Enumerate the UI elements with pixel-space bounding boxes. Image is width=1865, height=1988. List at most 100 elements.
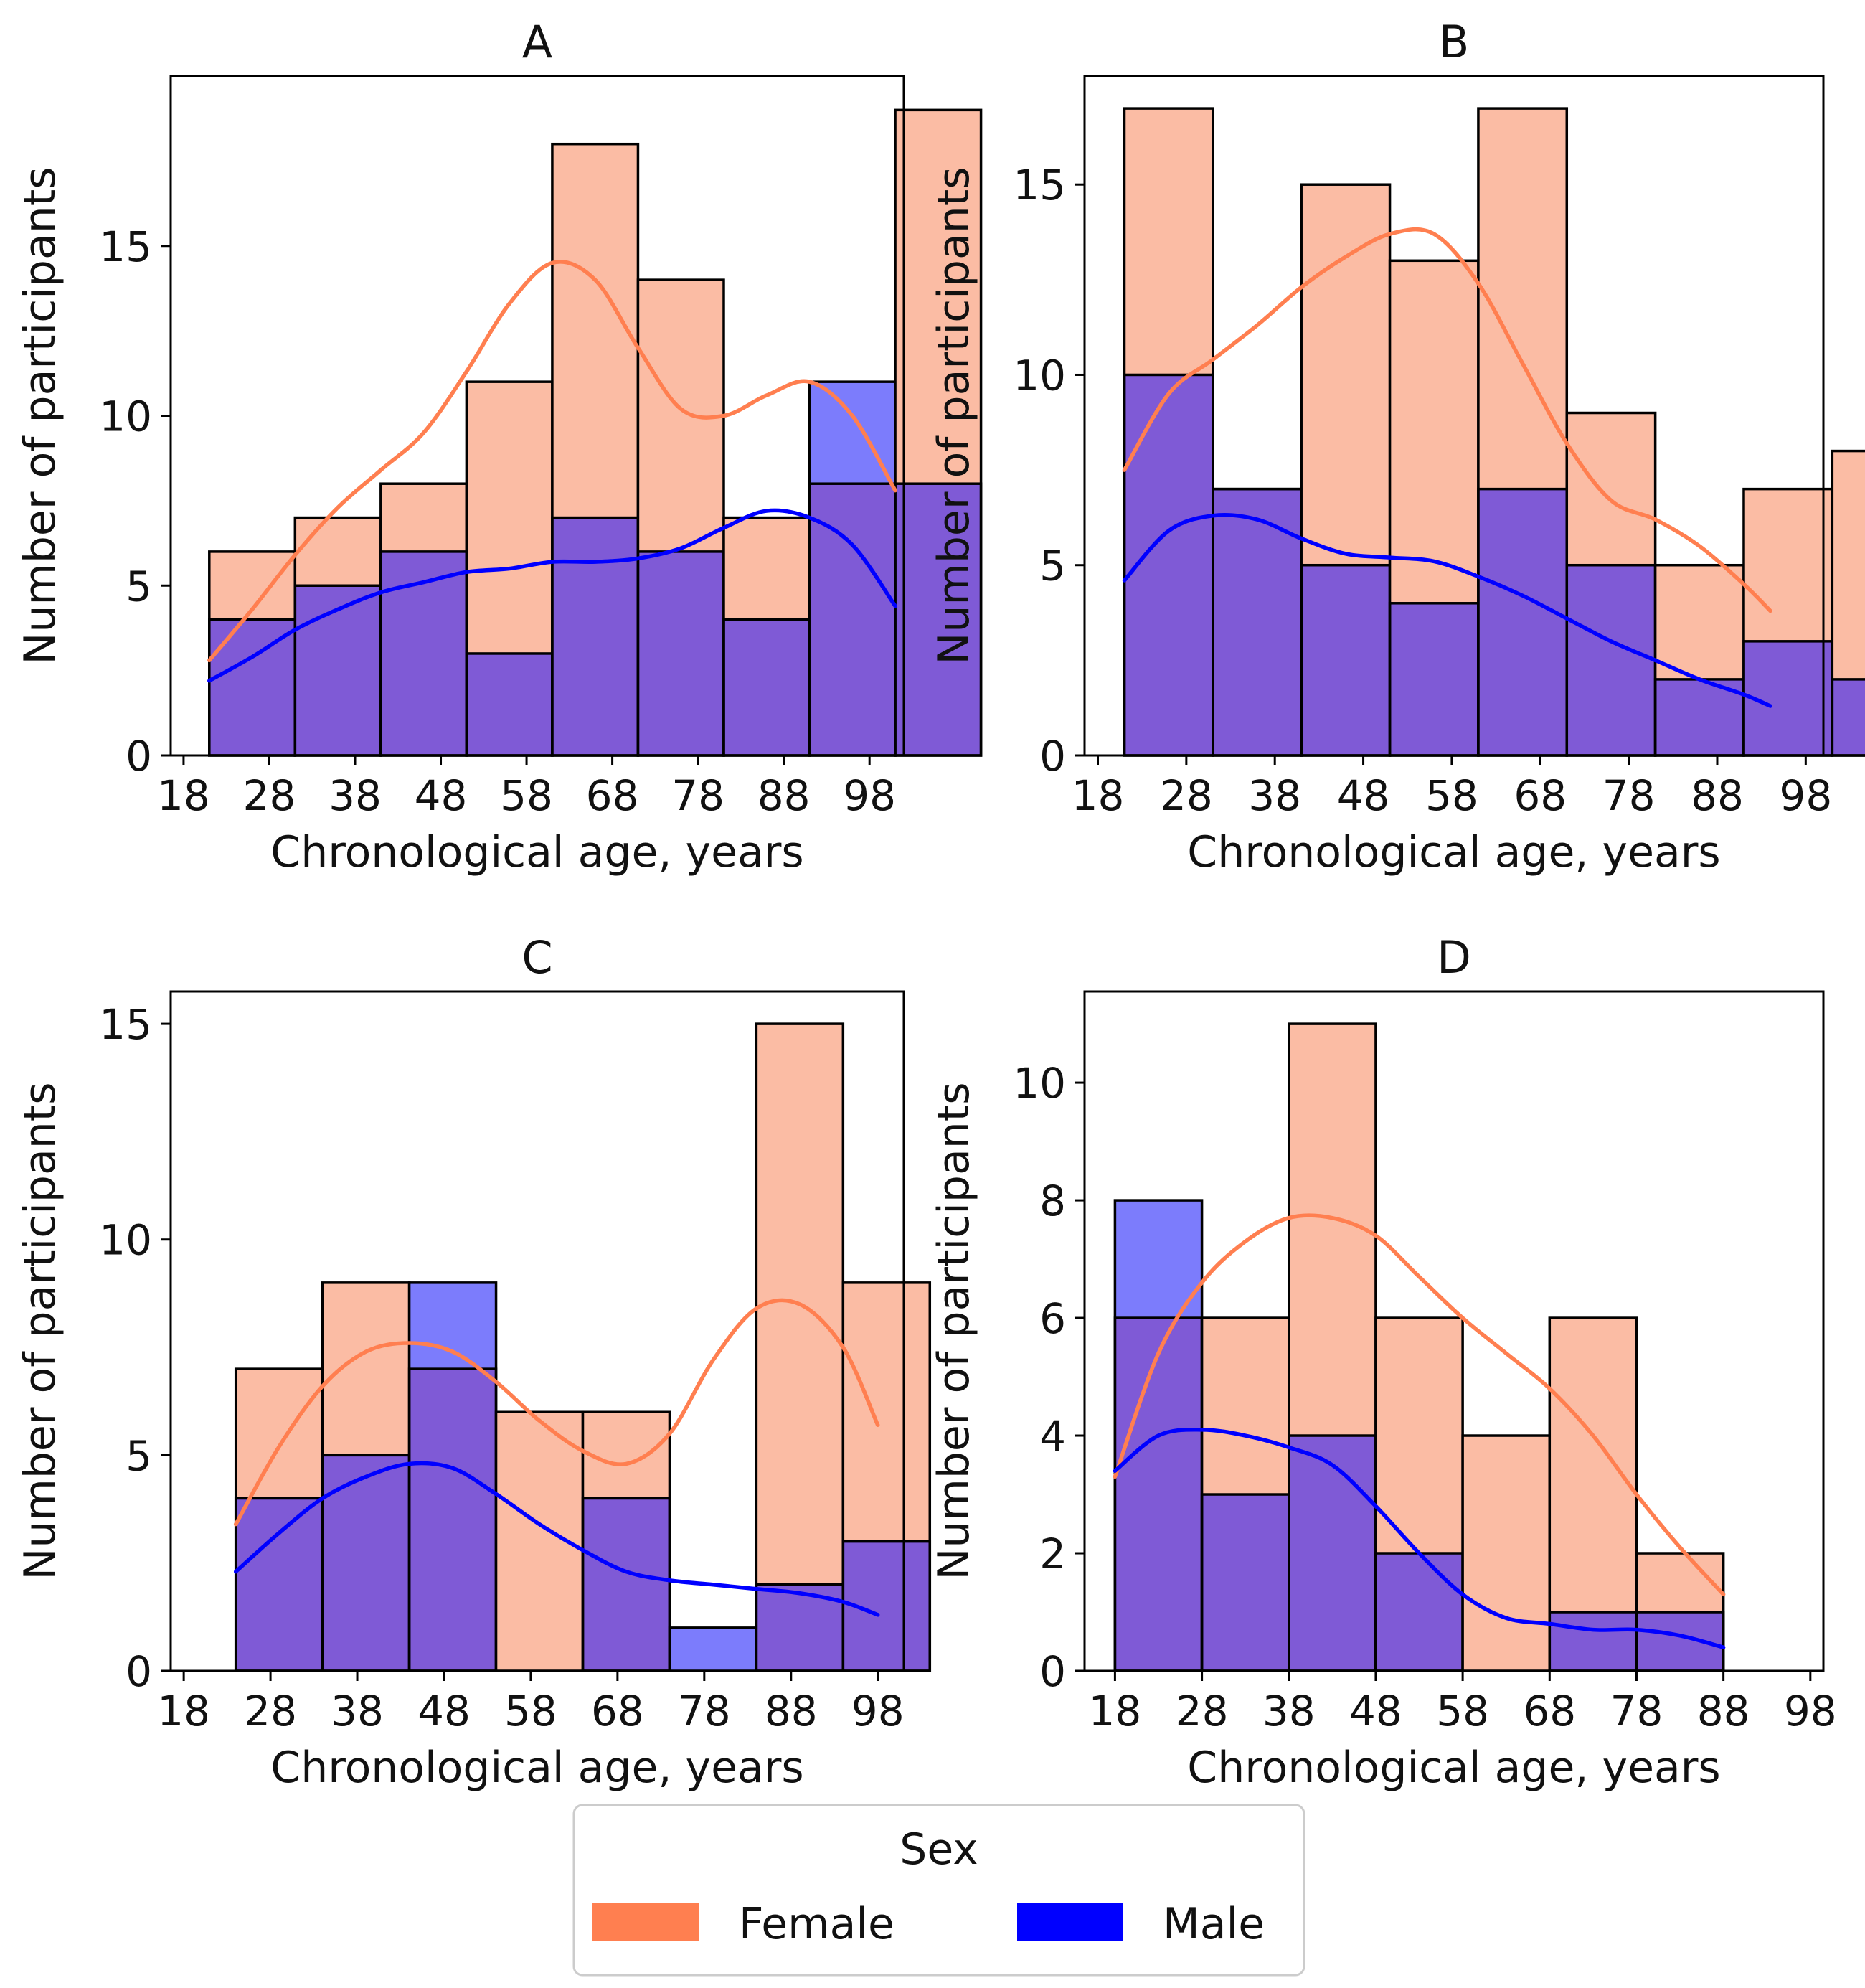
- bar-edge-female-b-8: [1831, 449, 1865, 757]
- bar-overlap-b-4: [1478, 489, 1567, 755]
- bar-overlap-a-4: [552, 517, 638, 755]
- kde-female-c: [233, 1298, 880, 1527]
- x-tick-label-c-3: 48: [417, 1687, 471, 1735]
- bar-overlap-b-1: [1212, 489, 1302, 755]
- panel-title-d: D: [1437, 931, 1471, 984]
- bar-overlap-b-3: [1389, 603, 1478, 755]
- y-tick-label-d-0: 0: [1039, 1647, 1066, 1696]
- bar-overlap-a-2: [380, 551, 467, 755]
- y-tick-label-c-1: 5: [126, 1431, 152, 1480]
- x-tick-label-c-5: 68: [591, 1687, 644, 1735]
- bar-overlap-d-0: [1115, 1318, 1202, 1671]
- bar-overlap-b-5: [1567, 565, 1656, 755]
- bar-overlap-b-6: [1655, 679, 1744, 755]
- x-tick-label-c-6: 78: [678, 1687, 731, 1735]
- bar-female-d-1: [1201, 1318, 1289, 1495]
- bar-female-a-2: [380, 484, 467, 552]
- x-tick-label-c-7: 88: [765, 1687, 818, 1735]
- x-tick-label-a-3: 48: [415, 771, 468, 820]
- y-tick-label-b-3: 15: [1013, 161, 1066, 209]
- y-axis-label-d: Number of participants: [929, 1082, 979, 1580]
- y-tick-label-d-5: 10: [1013, 1059, 1066, 1108]
- x-axis-label-a: Chronological age, years: [270, 827, 803, 877]
- axes-frame-d: [1083, 990, 1825, 1672]
- x-tick-label-a-5: 68: [586, 771, 639, 820]
- bar-female-c-7: [843, 1282, 930, 1542]
- bar-overlap-b-2: [1301, 565, 1390, 755]
- panel-a: 18 28 38 48 58 68 78 88 98 0 5 10 15 Chronological ag…: [15, 16, 983, 877]
- bar-overlap-c-1: [322, 1455, 410, 1671]
- bar-overlap-b-7: [1743, 641, 1833, 755]
- bar-female-b-5: [1567, 413, 1656, 565]
- bar-overlap-c-0: [235, 1498, 323, 1671]
- legend-title: Sex: [900, 1824, 978, 1875]
- x-tick-label-b-3: 48: [1337, 771, 1390, 820]
- bar-edge-male-a-8: [894, 482, 983, 757]
- bar-female-b-7: [1743, 489, 1833, 641]
- bar-female-a-4: [552, 143, 638, 518]
- y-tick-label-d-4: 8: [1039, 1177, 1066, 1225]
- bar-male-c-2: [409, 1282, 496, 1370]
- x-tick-label-a-0: 18: [157, 771, 210, 820]
- bar-overlap-a-8: [895, 484, 981, 755]
- y-tick-label-d-2: 4: [1039, 1412, 1066, 1461]
- x-tick-label-c-0: 18: [157, 1687, 210, 1735]
- bar-overlap-c-4: [582, 1498, 670, 1671]
- y-tick-label-b-0: 0: [1039, 732, 1066, 781]
- bar-female-c-1: [322, 1282, 410, 1456]
- bar-female-c-4: [582, 1412, 670, 1499]
- x-tick-label-a-2: 38: [329, 771, 382, 820]
- panel-title-a: A: [522, 16, 552, 68]
- x-tick-label-d-6: 78: [1610, 1687, 1663, 1735]
- bar-female-d-2: [1288, 1024, 1376, 1436]
- x-tick-label-b-2: 38: [1248, 771, 1301, 820]
- bar-female-b-8: [1832, 451, 1865, 679]
- bar-female-b-0: [1124, 108, 1213, 375]
- x-tick-label-d-5: 68: [1523, 1687, 1576, 1735]
- bar-female-a-6: [723, 517, 810, 620]
- bar-female-b-4: [1478, 108, 1567, 489]
- y-axis-label-c: Number of participants: [15, 1082, 65, 1580]
- x-axis-label-d: Chronological age, years: [1187, 1743, 1720, 1793]
- y-tick-label-b-1: 5: [1039, 542, 1066, 590]
- x-tick-label-c-4: 58: [504, 1687, 557, 1735]
- legend: Sex Female Male: [572, 1804, 1306, 1977]
- kde-female-b: [1122, 227, 1772, 613]
- bar-overlap-a-0: [209, 619, 296, 755]
- x-tick-label-a-4: 58: [500, 771, 553, 820]
- bar-female-d-4: [1463, 1436, 1550, 1671]
- bar-overlap-d-3: [1375, 1553, 1463, 1671]
- panel-b: 18 28 38 48 58 68 78 88 98 0 5 10 15 Chronological ag…: [929, 16, 1865, 877]
- x-tick-label-a-7: 88: [757, 771, 811, 820]
- bar-overlap-d-6: [1636, 1612, 1724, 1671]
- bar-female-d-5: [1549, 1318, 1637, 1613]
- x-tick-label-d-7: 88: [1697, 1687, 1750, 1735]
- bar-male-d-0: [1115, 1200, 1202, 1319]
- y-tick-label-c-0: 0: [126, 1647, 152, 1696]
- y-tick-label-d-1: 2: [1039, 1530, 1066, 1578]
- bar-overlap-d-2: [1288, 1436, 1376, 1671]
- x-tick-label-a-1: 28: [243, 771, 296, 820]
- bar-female-d-6: [1636, 1553, 1724, 1613]
- x-tick-label-d-3: 48: [1349, 1687, 1402, 1735]
- y-tick-label-d-3: 6: [1039, 1294, 1066, 1343]
- bar-female-a-1: [295, 517, 381, 586]
- kde-male-b: [1122, 512, 1772, 708]
- x-tick-label-d-2: 38: [1262, 1687, 1316, 1735]
- bar-overlap-a-3: [466, 653, 552, 755]
- x-tick-label-b-8: 98: [1779, 771, 1832, 820]
- y-tick-label-c-2: 10: [99, 1216, 152, 1265]
- bar-female-a-8: [895, 110, 981, 484]
- bar-male-c-5: [669, 1627, 757, 1671]
- kde-male-c: [233, 1461, 880, 1617]
- x-tick-label-d-0: 18: [1089, 1687, 1142, 1735]
- bar-female-b-3: [1389, 260, 1478, 603]
- bar-female-a-3: [466, 382, 552, 654]
- x-axis-label-c: Chronological age, years: [270, 1743, 803, 1793]
- bar-overlap-a-6: [723, 619, 810, 755]
- panel-title-b: B: [1439, 16, 1470, 68]
- x-tick-label-a-8: 98: [843, 771, 896, 820]
- x-tick-label-d-4: 58: [1436, 1687, 1489, 1735]
